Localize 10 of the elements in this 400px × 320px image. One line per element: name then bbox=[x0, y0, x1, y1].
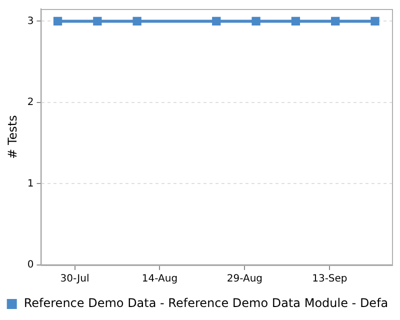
y-tick-label: 0 bbox=[27, 260, 34, 271]
y-axis-title: # Tests bbox=[5, 115, 20, 159]
y-tick-label: 3 bbox=[27, 16, 34, 27]
x-tick-label: 13-Sep bbox=[312, 274, 348, 285]
y-tick-label: 1 bbox=[27, 178, 34, 190]
x-tick-label: 14-Aug bbox=[142, 274, 178, 285]
legend-label: Reference Demo Data - Reference Demo Data Module - Defa bbox=[24, 296, 388, 310]
y-tick-label: 2 bbox=[27, 97, 34, 108]
x-tick-label: 30-Jul bbox=[60, 274, 90, 285]
x-tick-label: 29-Aug bbox=[226, 274, 263, 285]
